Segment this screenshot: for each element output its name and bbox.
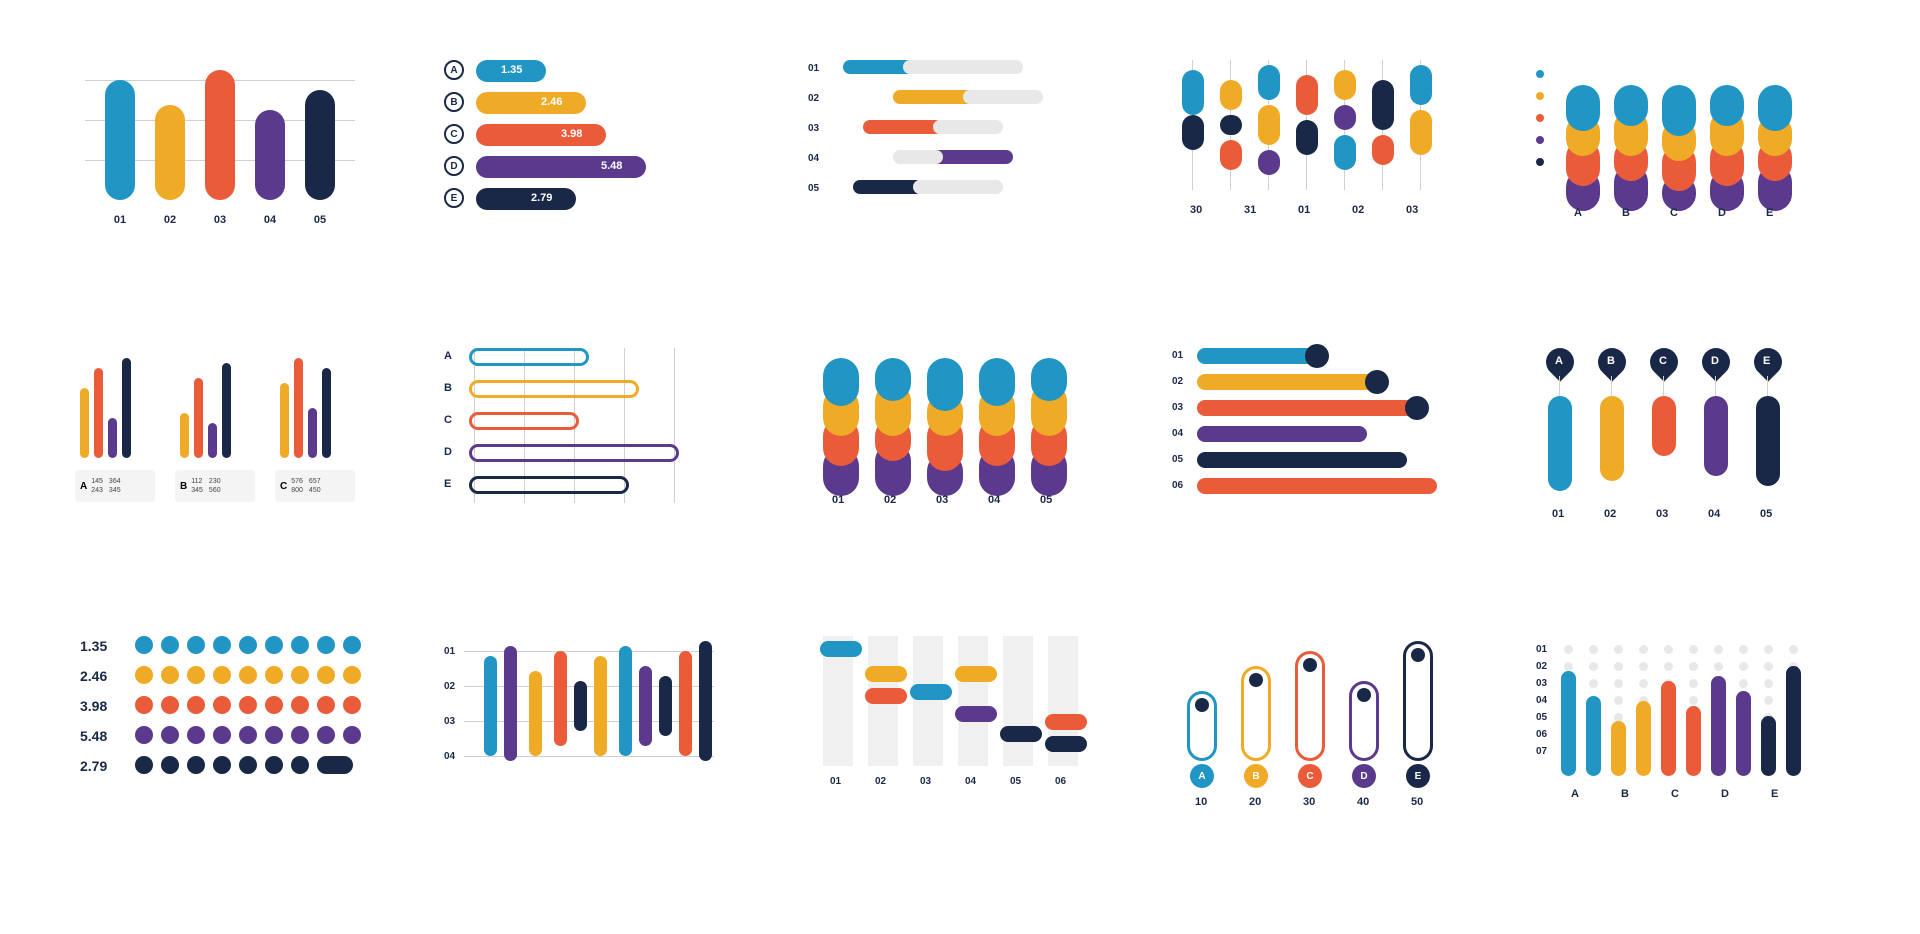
spread-bar-chart: 01020304 — [444, 636, 748, 874]
lollipop-chart: A10B20C30D40E50 — [1172, 636, 1476, 874]
horizontal-bar-chart: A1.35B2.46C3.98D5.48E2.79 — [444, 60, 748, 298]
waterfall-chart: 010203040506 — [808, 636, 1112, 874]
gantt-chart: 0102030405 — [808, 60, 1112, 298]
chart-grid: 0102030405 A1.35B2.46C3.98D5.48E2.79 010… — [0, 0, 1920, 934]
progress-hbar-chart: 010203040506 — [1172, 348, 1476, 586]
outlined-hbar-chart: ABCDE — [444, 348, 748, 586]
candlestick-chart: 3031010203 — [1172, 60, 1476, 298]
dot-bar-chart: 01020304050607ABCDE — [1536, 636, 1840, 874]
drop-bar-chart: ABCDE0102030405 — [1536, 348, 1840, 586]
stacked-bar-chart-2: 0102030405 — [808, 348, 1112, 586]
stacked-bar-chart: ABCDE — [1536, 60, 1840, 298]
dot-row-chart: 1.352.463.985.482.79 — [80, 636, 384, 874]
grouped-bar-chart: A145364243345B112230345560C576657800450 — [80, 348, 384, 586]
vertical-bar-chart: 0102030405 — [80, 60, 384, 298]
